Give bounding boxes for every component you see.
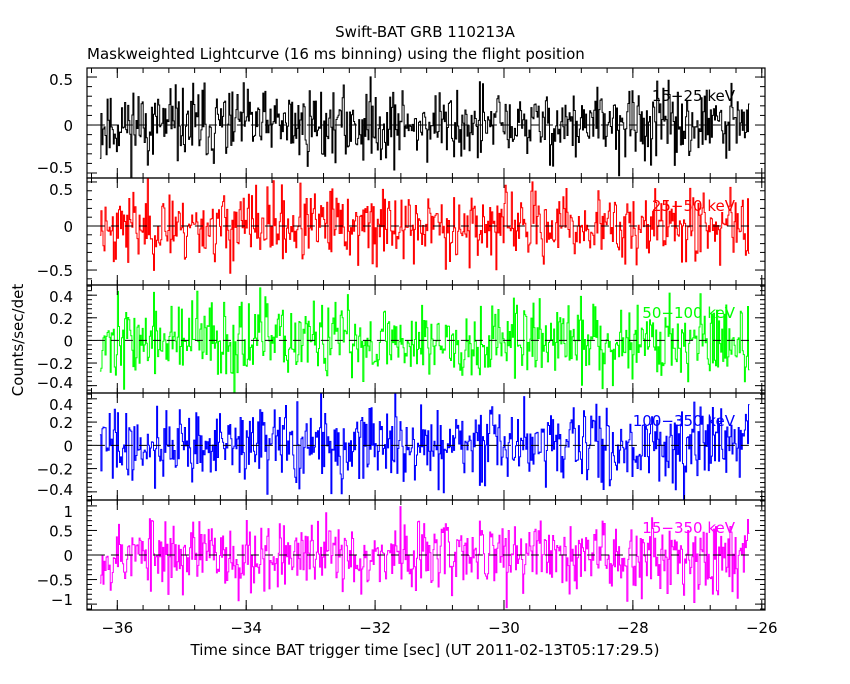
y-tick-label: −0.2 (37, 355, 73, 373)
panel-15-350-kev: −1−0.5 0 0.51 15−350 keV (37, 499, 766, 611)
band-label: 15−25 keV (652, 87, 736, 105)
y-tick-label: 0 (63, 218, 73, 236)
y-tick-label: 0 (63, 117, 73, 135)
y-tick-label: 0 (63, 437, 73, 455)
y-tick-label: 0 (63, 332, 73, 350)
band-label: 50−100 keV (642, 304, 735, 322)
x-tick-label: −26 (746, 619, 778, 637)
y-tick-label: 0.4 (49, 396, 73, 414)
y-tick-label: 1 (63, 503, 73, 521)
band-label: 25−50 keV (652, 197, 736, 215)
y-tick-label: −0.5 (37, 159, 73, 177)
y-tick-label: 0.5 (49, 71, 73, 89)
data-series-15-25-kev (99, 76, 750, 179)
y-tick-label: 0.2 (49, 310, 73, 328)
y-tick-label: −0.2 (37, 461, 73, 479)
x-tick-label: −30 (488, 619, 520, 637)
y-tick-label: −0.4 (37, 374, 73, 392)
panel-15-25-kev: −0.5 0 0.5 15−25 keV (37, 67, 766, 179)
y-axis-label: Counts/sec/det (9, 284, 27, 397)
panel-50-100-kev: −0.4−0.2 0 0.2 0.4 50−100 keV (37, 284, 766, 394)
x-tick-label: −28 (617, 619, 649, 637)
x-tick-label: −36 (101, 619, 133, 637)
y-tick-label: 0.2 (49, 414, 73, 432)
y-tick-label: 0.5 (49, 181, 73, 199)
band-label: 100−350 keV (633, 412, 736, 430)
y-tick-label: 0 (63, 547, 73, 565)
y-tick-label: 0.5 (49, 522, 73, 540)
panel-25-50-kev: −0.5 0 0.5 25−50 keV (37, 177, 766, 286)
chart-subtitle: Maskweighted Lightcurve (16 ms binning) … (87, 45, 585, 63)
y-tick-label: −0.5 (37, 262, 73, 280)
x-axis-label: Time since BAT trigger time [sec] (UT 20… (190, 641, 660, 659)
data-series-25-50-kev (99, 177, 750, 274)
chart-title: Swift-BAT GRB 110213A (335, 23, 515, 41)
y-tick-label: −0.4 (37, 481, 73, 499)
data-series-50-100-kev (99, 287, 750, 394)
x-tick-label: −32 (359, 619, 391, 637)
data-series-15-350-kev (99, 506, 750, 609)
y-tick-label: −0.5 (37, 572, 73, 590)
panel-100-350-kev: −0.4 −0.2 0 0.20.4 100−350 keV (37, 392, 766, 501)
y-tick-label: −1 (51, 591, 73, 609)
y-tick-label: 0.4 (49, 288, 73, 306)
x-tick-label: −34 (230, 619, 262, 637)
band-label: 15−350 keV (642, 519, 735, 537)
data-series-100-350-kev (99, 392, 750, 501)
